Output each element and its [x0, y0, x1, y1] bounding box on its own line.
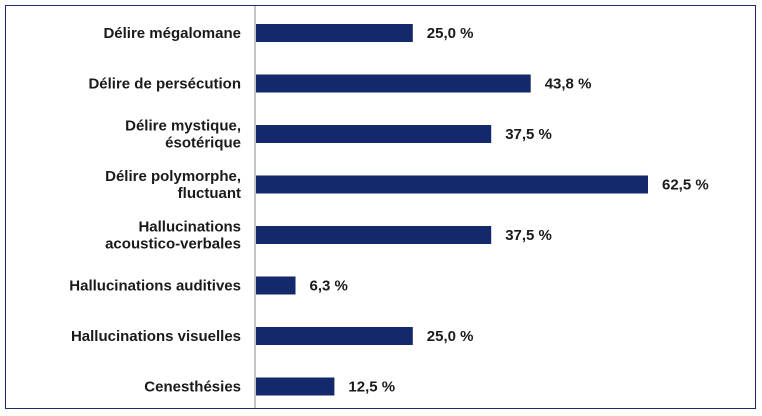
- category-label-4-line-0: Hallucinations: [138, 219, 241, 236]
- bar-3: [256, 175, 648, 194]
- bar-4: [256, 226, 492, 244]
- category-label-2-line-1: ésotérique: [165, 135, 241, 152]
- value-label-1: 43,8 %: [545, 76, 592, 93]
- bar-6: [256, 327, 413, 345]
- category-label-1: Délire de persécution: [88, 76, 241, 93]
- value-label-4: 37,5 %: [505, 227, 552, 244]
- bar-5: [256, 276, 296, 295]
- value-label-2: 37,5 %: [505, 126, 552, 143]
- value-label-5: 6,3 %: [310, 278, 348, 295]
- value-label-7: 12,5 %: [348, 379, 395, 396]
- bar-7: [256, 377, 335, 396]
- category-label-4-line-1: acoustico-verbales: [105, 236, 241, 253]
- bar-0: [256, 24, 413, 42]
- bar-2: [256, 125, 492, 143]
- value-label-6: 25,0 %: [427, 328, 474, 345]
- category-label-0: Délire mégalomane: [103, 25, 241, 42]
- category-label-5: Hallucinations auditives: [69, 278, 241, 295]
- category-label-2-line-0: Délire mystique,: [125, 118, 241, 135]
- category-label-6: Hallucinations visuelles: [71, 328, 241, 345]
- value-label-0: 25,0 %: [427, 25, 474, 42]
- bar-1: [256, 74, 531, 93]
- category-label-3-line-1: fluctuant: [178, 185, 241, 202]
- category-label-7: Cenesthésies: [144, 379, 241, 396]
- category-label-3-line-0: Délire polymorphe,: [105, 168, 241, 185]
- value-label-3: 62,5 %: [662, 177, 709, 194]
